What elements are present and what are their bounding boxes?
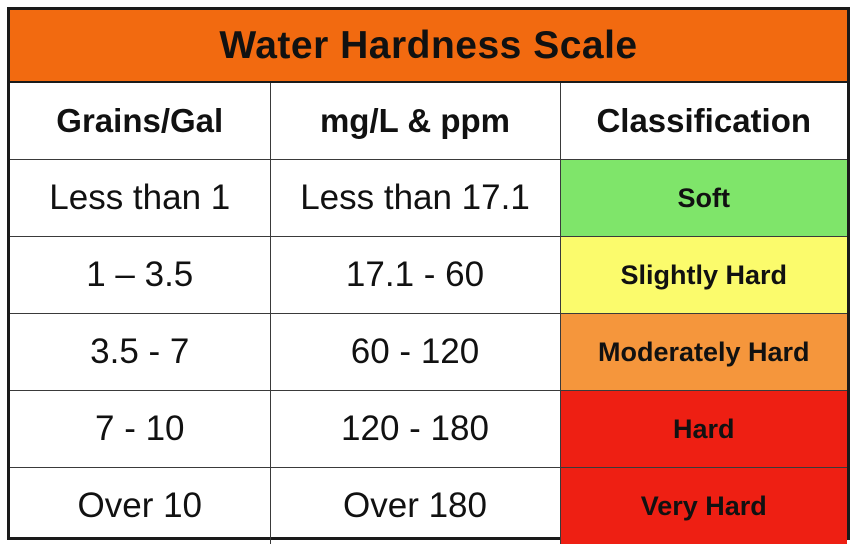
page-title: Water Hardness Scale xyxy=(219,23,638,67)
table-row: Over 10 Over 180 Very Hard xyxy=(10,467,847,544)
classification-cell-hard: Hard xyxy=(559,390,847,468)
mgl-cell: 120 - 180 xyxy=(269,390,561,468)
grains-cell: Over 10 xyxy=(10,467,271,544)
table-row: 3.5 - 7 60 - 120 Moderately Hard xyxy=(10,313,847,391)
mgl-cell: Over 180 xyxy=(269,467,561,544)
header-mgl: mg/L & ppm xyxy=(269,83,561,160)
grains-cell: 1 – 3.5 xyxy=(10,236,271,314)
table-row: 7 - 10 120 - 180 Hard xyxy=(10,390,847,468)
classification-cell-moderately-hard: Moderately Hard xyxy=(559,313,847,391)
header-grains: Grains/Gal xyxy=(10,83,271,160)
title-bar: Water Hardness Scale xyxy=(10,10,847,83)
grains-cell: 7 - 10 xyxy=(10,390,271,468)
classification-cell-slightly-hard: Slightly Hard xyxy=(559,236,847,314)
hardness-table: Grains/Gal mg/L & ppm Classification Les… xyxy=(10,83,847,544)
grains-cell: 3.5 - 7 xyxy=(10,313,271,391)
table-row: Less than 1 Less than 17.1 Soft xyxy=(10,159,847,237)
classification-cell-soft: Soft xyxy=(559,159,847,237)
mgl-cell: Less than 17.1 xyxy=(269,159,561,237)
mgl-cell: 17.1 - 60 xyxy=(269,236,561,314)
header-row: Grains/Gal mg/L & ppm Classification xyxy=(10,83,847,160)
grains-cell: Less than 1 xyxy=(10,159,271,237)
mgl-cell: 60 - 120 xyxy=(269,313,561,391)
classification-cell-very-hard: Very Hard xyxy=(559,467,847,544)
table-row: 1 – 3.5 17.1 - 60 Slightly Hard xyxy=(10,236,847,314)
hardness-table-frame: Water Hardness Scale Grains/Gal mg/L & p… xyxy=(7,7,850,544)
header-classification: Classification xyxy=(559,83,847,160)
